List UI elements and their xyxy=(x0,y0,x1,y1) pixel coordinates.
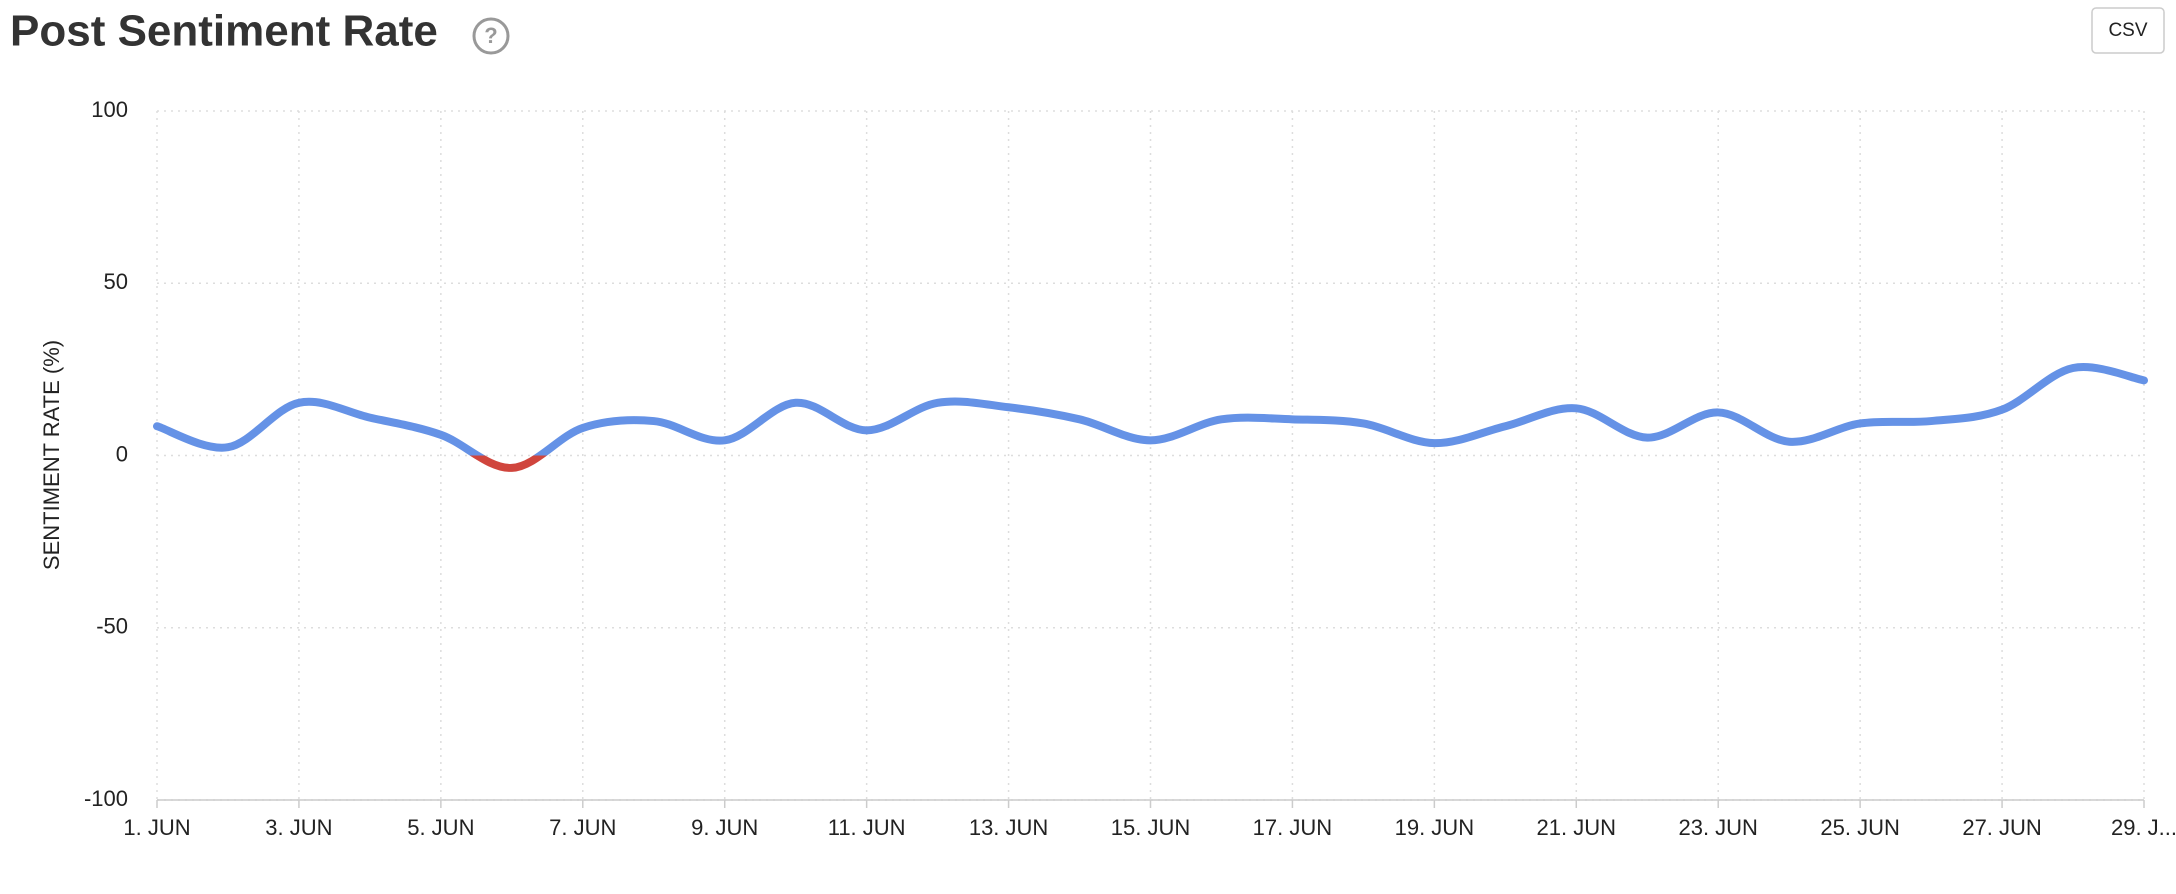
x-tick-label: 27. JUN xyxy=(1962,815,2041,840)
y-tick-label: 100 xyxy=(91,97,128,122)
x-tick-label: 7. JUN xyxy=(549,815,616,840)
x-tick-label: 5. JUN xyxy=(407,815,474,840)
y-tick-label: -100 xyxy=(84,786,128,811)
y-tick-label: -50 xyxy=(96,614,128,639)
x-tick-label: 1. JUN xyxy=(123,815,190,840)
x-tick-label: 23. JUN xyxy=(1678,815,1757,840)
y-tick-label: 50 xyxy=(104,269,128,294)
x-tick-label: 19. JUN xyxy=(1395,815,1474,840)
x-tick-label: 29. J... xyxy=(2111,815,2176,840)
csv-button[interactable] xyxy=(2091,7,2165,54)
y-tick-label: 0 xyxy=(116,441,128,466)
x-tick-label: 9. JUN xyxy=(691,815,758,840)
x-tick-label: 3. JUN xyxy=(265,815,332,840)
chart-title: Post Sentiment Rate xyxy=(10,7,438,56)
x-tick-label: 21. JUN xyxy=(1537,815,1616,840)
x-tick-label: 13. JUN xyxy=(969,815,1048,840)
x-tick-label: 17. JUN xyxy=(1253,815,1332,840)
help-icon[interactable] xyxy=(472,17,510,55)
x-tick-label: 11. JUN xyxy=(828,815,906,840)
line-series xyxy=(153,363,2148,472)
help-icon-text[interactable]: ? xyxy=(484,23,497,48)
x-tick-label: 15. JUN xyxy=(1111,815,1190,840)
y-axis-title: SENTIMENT RATE (%) xyxy=(39,340,64,570)
csv-button-label[interactable]: CSV xyxy=(2108,20,2147,41)
x-tick-label: 25. JUN xyxy=(1820,815,1899,840)
